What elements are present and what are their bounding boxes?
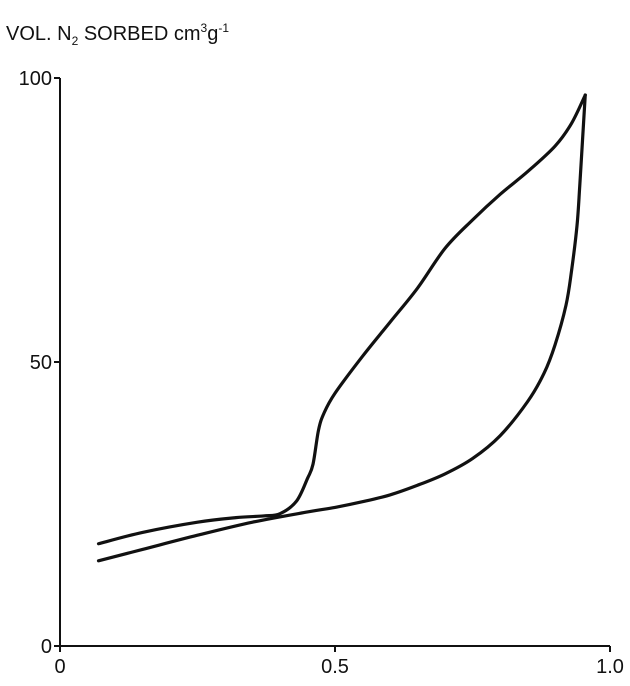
y-tick-label: 50 bbox=[30, 352, 52, 374]
y-axis-label-subscript: 2 bbox=[72, 34, 79, 48]
y-axis-label-prefix: VOL. N bbox=[6, 23, 72, 45]
y-axis-label-superscript-2: -1 bbox=[218, 21, 229, 35]
series-group bbox=[96, 93, 587, 563]
y-tick-label: 100 bbox=[19, 68, 52, 90]
y-axis-label-superscript-1: 3 bbox=[201, 21, 208, 35]
series-line-upper-branch bbox=[96, 93, 587, 546]
x-tick-label: 0 bbox=[54, 656, 65, 678]
y-axis-label: VOL. N2 SORBED cm3g-1 bbox=[6, 21, 229, 48]
x-tick-label: 1.0 bbox=[596, 656, 624, 678]
x-ticks: 0 0.5 1.0 bbox=[54, 646, 624, 678]
y-axis-label-middle-2: g bbox=[207, 23, 218, 45]
x-tick-label: 0.5 bbox=[321, 656, 349, 678]
series-line-lower-branch bbox=[96, 93, 587, 563]
y-ticks: 0 50 100 bbox=[19, 68, 60, 658]
y-tick-label: 0 bbox=[41, 636, 52, 658]
y-axis-label-middle: SORBED cm bbox=[78, 23, 200, 45]
